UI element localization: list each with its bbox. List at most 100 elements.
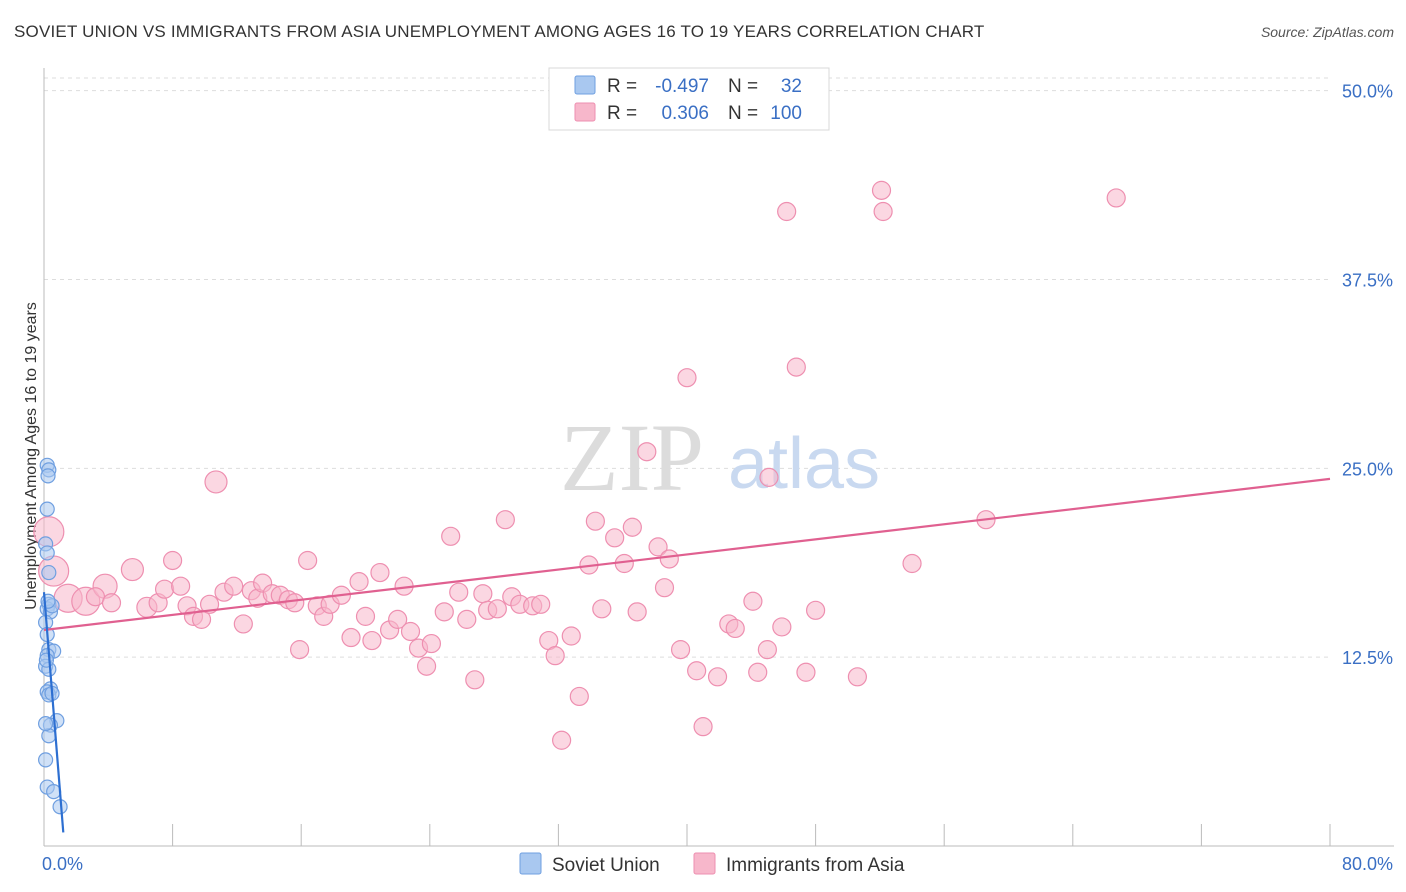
asia-point-28 [289, 640, 310, 660]
asia-point-84 [757, 640, 777, 660]
legend-swatch-asia [693, 852, 716, 875]
asia-point-48 [449, 582, 469, 602]
soviet-point-2 [40, 468, 56, 484]
soviet-point-3 [39, 501, 55, 517]
asia-point-20 [233, 614, 253, 634]
asia-point-53 [487, 599, 507, 619]
gridlines [44, 77, 1330, 658]
x-tick-label-0: 0.0% [42, 854, 83, 874]
stats-n-value-asia: 100 [770, 103, 802, 124]
asia-point-82 [743, 591, 763, 611]
legend-swatch-soviet [519, 852, 542, 875]
asia-point-96 [1106, 188, 1126, 208]
asia-point-67 [605, 528, 625, 548]
asia-point-78 [693, 717, 713, 737]
asia-point-12 [171, 576, 191, 596]
asia-point-49 [457, 609, 477, 629]
asia-point-62 [561, 626, 581, 646]
asia-point-79 [707, 667, 728, 687]
stats-n-label-soviet: N = [728, 76, 758, 97]
asia-point-11 [163, 550, 183, 571]
series-legend: Soviet Union Immigrants from Asia [519, 852, 905, 876]
axes [43, 68, 1394, 847]
stats-r-label-soviet: R = [607, 76, 637, 97]
chart-title: SOVIET UNION VS IMMIGRANTS FROM ASIA UNE… [14, 22, 985, 41]
soviet-point-6 [41, 564, 57, 581]
asia-point-38 [370, 562, 390, 583]
legend-label-asia: Immigrants from Asia [726, 855, 905, 876]
asia-point-81 [725, 618, 745, 639]
stats-r-value-asia: 0.306 [661, 103, 709, 124]
asia-point-86 [772, 617, 792, 637]
asia-point-93 [873, 201, 893, 222]
asia-point-36 [355, 606, 376, 626]
asia-point-75 [670, 640, 691, 660]
asia-point-46 [434, 602, 454, 622]
stats-n-label-asia: N = [728, 103, 758, 124]
asia-point-91 [847, 667, 867, 687]
asia-point-47 [441, 526, 461, 546]
stats-r-label-asia: R = [607, 103, 637, 124]
asia-point-37 [362, 630, 382, 651]
asia-point-87 [777, 201, 797, 222]
y-tick-label-0: 12.5% [1342, 648, 1393, 668]
trend-lines [42, 477, 1331, 833]
asia-point-69 [622, 517, 642, 537]
stats-legend-box [548, 67, 830, 131]
asia-point-74 [659, 549, 679, 569]
asia-point-60 [545, 646, 565, 666]
stats-legend: R = -0.497 N = 32 R = 0.306 N = 100 [548, 67, 830, 131]
asia-point-65 [585, 511, 605, 531]
asia-point-34 [341, 627, 361, 648]
asia-point-27 [285, 593, 305, 613]
asia-point-29 [298, 550, 318, 571]
stats-r-value-soviet: -0.497 [655, 76, 709, 97]
asia-point-40 [388, 609, 408, 629]
asia-point-10 [154, 579, 175, 599]
stats-swatch-asia [574, 102, 596, 122]
asia-point-54 [495, 510, 515, 530]
asia-point-77 [687, 661, 707, 681]
y-tick-label-1: 25.0% [1342, 459, 1393, 479]
tick-labels: 12.5% 25.0% 37.5% 50.0% 0.0% 80.0% [42, 82, 1393, 874]
watermark-atlas: atlas [728, 424, 880, 504]
asia-point-94 [902, 553, 922, 574]
watermark: ZIP atlas [560, 404, 880, 511]
soviet-point-23 [38, 752, 54, 768]
asia-point-5 [85, 587, 106, 607]
stats-swatch-soviet [574, 75, 596, 95]
x-tick-label-1: 80.0% [1342, 854, 1393, 874]
asia-point-72 [648, 537, 668, 557]
asia-point-83 [748, 662, 768, 682]
trend-line-soviet [42, 592, 65, 833]
legend-label-soviet: Soviet Union [552, 855, 660, 876]
source-label: Source: ZipAtlas.com [1260, 24, 1394, 40]
asia-point-35 [349, 572, 369, 592]
series-soviet-union [38, 457, 68, 815]
asia-point-70 [627, 602, 647, 622]
watermark-zip: ZIP [560, 404, 704, 511]
asia-point-66 [592, 599, 612, 619]
asia-point-45 [421, 633, 442, 654]
soviet-point-28 [38, 652, 55, 668]
asia-point-89 [796, 662, 816, 682]
asia-point-73 [654, 578, 675, 598]
soviet-point-30 [38, 716, 54, 732]
asia-point-16 [199, 594, 220, 614]
stats-n-value-soviet: 32 [781, 76, 802, 97]
asia-point-51 [473, 584, 493, 604]
asia-point-92 [871, 180, 892, 200]
soviet-point-5 [39, 545, 55, 561]
asia-point-58 [531, 594, 551, 614]
asia-point-50 [465, 670, 485, 690]
asia-point-44 [416, 656, 437, 676]
asia-point-90 [805, 600, 826, 620]
asia-point-61 [552, 730, 572, 750]
y-tick-label-2: 37.5% [1342, 270, 1393, 290]
asia-point-19 [224, 576, 244, 596]
series-immigrants-from-asia [33, 180, 1126, 750]
asia-point-85 [759, 467, 779, 487]
soviet-point-31 [40, 593, 56, 609]
y-tick-label-3: 50.0% [1342, 82, 1393, 102]
